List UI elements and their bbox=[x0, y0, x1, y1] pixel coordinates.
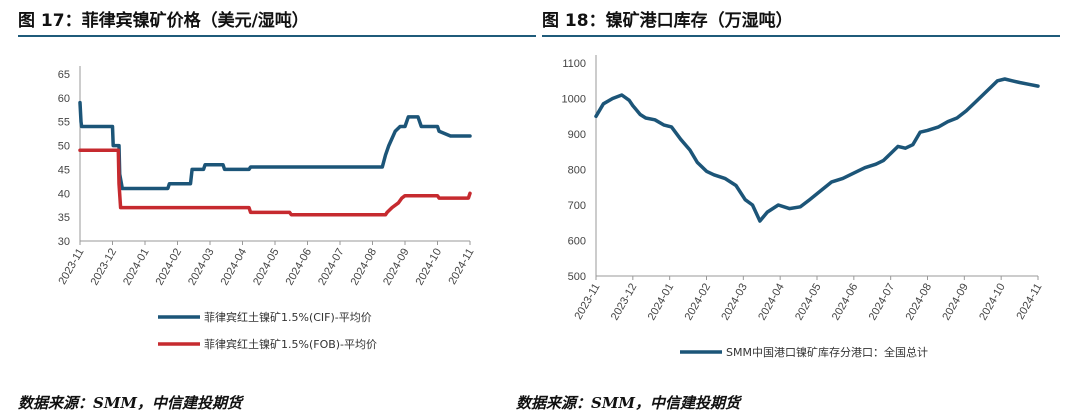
x-tick-label: 2024-08 bbox=[904, 282, 935, 323]
y-tick-label: 1000 bbox=[562, 94, 586, 106]
y-tick-label: 35 bbox=[58, 212, 70, 224]
title-divider bbox=[542, 35, 1060, 37]
series-line bbox=[594, 77, 1040, 223]
x-tick-label: 2024-04 bbox=[219, 247, 250, 288]
chart-panel-price: 图 17：菲律宾镍矿价格（美元/湿吨） 30 35 40 45 50 55 60 65 2023… bbox=[18, 0, 538, 417]
x-tick-label: 2024-03 bbox=[186, 247, 217, 288]
y-tick-label: 1100 bbox=[562, 58, 586, 70]
x-tick-label: 2024-10 bbox=[977, 282, 1008, 323]
y-tick-label: 45 bbox=[58, 164, 70, 176]
chart-title: 图 18：镍矿港口库存（万湿吨） bbox=[542, 11, 793, 31]
x-tick-label: 2024-08 bbox=[349, 247, 380, 288]
y-tick-label: 30 bbox=[58, 236, 70, 248]
x-tick-label: 2024-07 bbox=[867, 282, 898, 323]
legend-label: 菲律宾红土镍矿1.5%(FOB)-平均价 bbox=[204, 337, 377, 351]
source-note: 数据来源：SMM，中信建投期货 bbox=[18, 394, 243, 412]
x-tick-label: 2024-05 bbox=[251, 247, 282, 288]
y-tick-label: 800 bbox=[568, 165, 586, 177]
x-tick-label: 2023-11 bbox=[572, 282, 602, 322]
legend-label: 菲律宾红土镍矿1.5%(CIF)-平均价 bbox=[204, 310, 372, 324]
x-tick-label: 2024-10 bbox=[414, 247, 445, 288]
y-tick-label: 500 bbox=[568, 271, 586, 283]
source-note: 数据来源：SMM，中信建投期货 bbox=[516, 394, 741, 412]
y-tick-label: 50 bbox=[58, 141, 70, 153]
x-tick-label: 2024-02 bbox=[683, 282, 714, 323]
legend-label: SMM中国港口镍矿库存分港口：全国总计 bbox=[726, 345, 928, 359]
x-tick-label: 2024-04 bbox=[756, 282, 787, 323]
y-tick-label: 55 bbox=[58, 117, 70, 129]
x-tick-label: 2023-11 bbox=[56, 247, 86, 287]
series-line bbox=[78, 148, 472, 217]
series-line bbox=[78, 100, 472, 191]
x-tick-label: 2024-09 bbox=[381, 247, 412, 288]
chart-title: 图 17：菲律宾镍矿价格（美元/湿吨） bbox=[18, 11, 309, 31]
y-tick-label: 40 bbox=[58, 188, 70, 200]
title-divider bbox=[18, 35, 536, 37]
x-tick-label: 2023-12 bbox=[609, 282, 640, 323]
y-tick-label: 700 bbox=[568, 200, 586, 212]
x-tick-label: 2024-01 bbox=[646, 282, 677, 323]
x-tick-label: 2024-06 bbox=[284, 247, 315, 288]
x-tick-label: 2024-07 bbox=[316, 247, 347, 288]
x-tick-label: 2024-06 bbox=[830, 282, 861, 323]
chart-panel-inventory: 图 18：镍矿港口库存（万湿吨） 500 600 700 800 900 1000 1100… bbox=[516, 0, 1062, 417]
x-tick-label: 2024-09 bbox=[940, 282, 971, 323]
x-tick-label: 2024-02 bbox=[154, 247, 185, 288]
y-tick-label: 60 bbox=[58, 93, 70, 105]
y-tick-label: 600 bbox=[568, 236, 586, 248]
y-tick-label: 900 bbox=[568, 129, 586, 141]
x-tick-label: 2024-11 bbox=[1014, 282, 1044, 322]
x-tick-label: 2024-01 bbox=[121, 247, 152, 288]
x-tick-label: 2024-03 bbox=[719, 282, 750, 323]
y-tick-label: 65 bbox=[58, 69, 70, 81]
x-tick-label: 2024-05 bbox=[793, 282, 824, 323]
x-tick-label: 2024-11 bbox=[446, 247, 476, 287]
x-tick-label: 2023-12 bbox=[89, 247, 120, 288]
